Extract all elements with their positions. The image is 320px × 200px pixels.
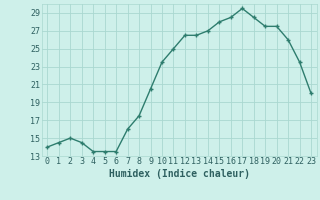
X-axis label: Humidex (Indice chaleur): Humidex (Indice chaleur) [109,169,250,179]
